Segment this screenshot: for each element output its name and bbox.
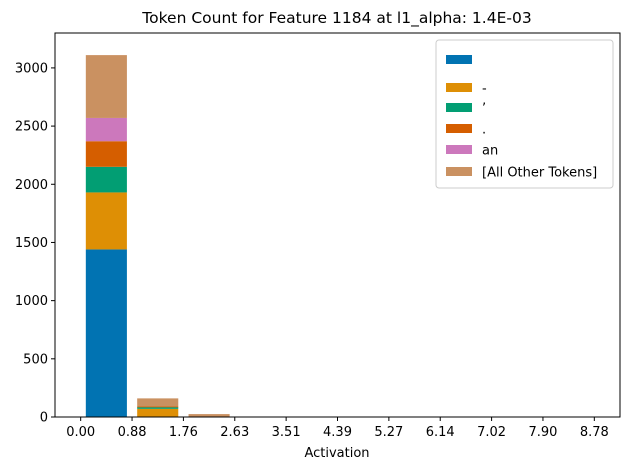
y-tick-label: 2500 xyxy=(15,120,48,135)
legend-label-3: . xyxy=(482,123,486,138)
legend-label-5: [All Other Tokens] xyxy=(482,166,597,181)
bar-segment-4-0 xyxy=(85,117,127,142)
bar-segment-3-0 xyxy=(85,141,127,167)
bars-layer xyxy=(85,55,590,418)
y-tick-label: 1500 xyxy=(15,236,48,251)
legend-label-2: ’ xyxy=(482,102,486,117)
x-tick-label: 4.39 xyxy=(323,425,352,440)
legend-swatch-5 xyxy=(446,167,472,176)
legend-swatch-4 xyxy=(446,145,472,154)
legend-label-1: - xyxy=(482,82,487,97)
legend-swatch-3 xyxy=(446,124,472,133)
x-tick-label: 6.14 xyxy=(426,425,455,440)
x-tick-label: 7.90 xyxy=(528,425,557,440)
x-tick-label: 0.00 xyxy=(66,425,95,440)
legend-label-4: an xyxy=(482,144,498,159)
bar-segment-5-0 xyxy=(85,55,127,118)
legend-box xyxy=(435,39,614,189)
x-tick-label: 5.27 xyxy=(374,425,403,440)
x-axis-label: Activation xyxy=(304,446,369,461)
y-tick-label: 500 xyxy=(23,352,48,367)
bar-segment-1-0 xyxy=(85,192,127,250)
bar-segment-2-0 xyxy=(85,166,127,193)
y-tick-label: 0 xyxy=(40,411,48,426)
legend: - ’. an [All Other Tokens] xyxy=(435,39,614,189)
axes-layer: 0 500 1000 1500 2000 2500 3000 0.00 0.88 1.76 2.63… xyxy=(15,32,621,440)
bar-segment-2-1 xyxy=(137,407,179,409)
chart-title: Token Count for Feature 1184 at l1_alpha… xyxy=(141,9,531,28)
y-tick-label: 3000 xyxy=(15,61,48,76)
x-tick-label: 0.88 xyxy=(118,425,147,440)
legend-swatch-0 xyxy=(446,55,472,64)
bar-segment-0-0 xyxy=(85,249,127,417)
bar-segment-3-1 xyxy=(137,406,179,408)
legend-swatch-2 xyxy=(446,103,472,112)
y-tick-label: 2000 xyxy=(15,178,48,193)
bar-segment-5-1 xyxy=(137,398,179,407)
x-tick-label: 3.51 xyxy=(272,425,301,440)
x-tick-label: 2.63 xyxy=(220,425,249,440)
bar-segment-5-2 xyxy=(188,414,230,417)
bar-segment-1-1 xyxy=(137,408,179,417)
legend-swatch-1 xyxy=(446,83,472,92)
x-tick-label: 8.78 xyxy=(580,425,609,440)
x-tick-label: 1.76 xyxy=(169,425,198,440)
y-tick-label: 1000 xyxy=(15,294,48,309)
x-tick-label: 7.02 xyxy=(477,425,506,440)
